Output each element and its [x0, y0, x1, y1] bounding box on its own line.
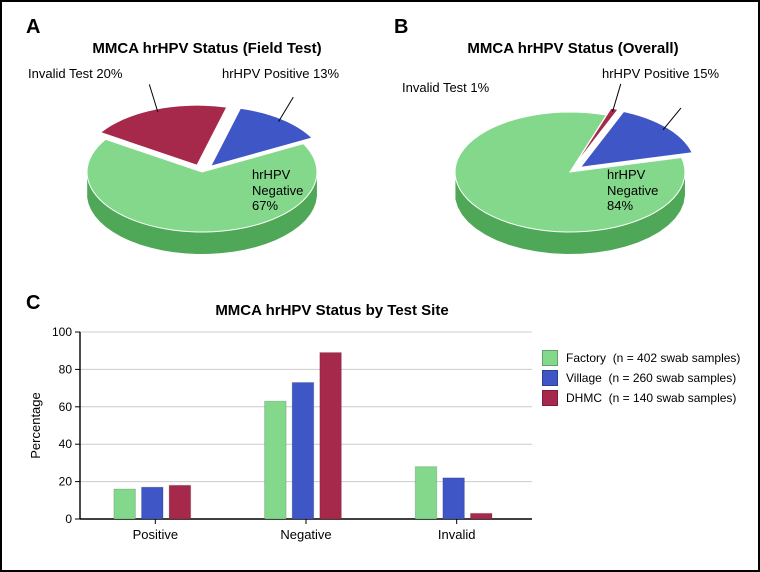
- svg-text:80: 80: [59, 362, 73, 376]
- svg-text:Invalid: Invalid: [438, 527, 476, 542]
- pie-a-label-negative: hrHPV Negative 67%: [252, 167, 303, 214]
- panel-b-title: MMCA hrHPV Status (Overall): [418, 40, 728, 57]
- bar-c-legend: Factory (n = 402 swab samples) Village (…: [542, 350, 740, 410]
- panel-c-label: C: [26, 292, 40, 315]
- legend-row-factory: Factory (n = 402 swab samples): [542, 350, 740, 366]
- panel-b-label: B: [394, 16, 408, 39]
- pie-b-label-negative: hrHPV Negative 84%: [607, 167, 658, 214]
- svg-text:20: 20: [59, 475, 73, 489]
- legend-label-village: Village (n = 260 swab samples): [566, 371, 736, 385]
- legend-row-dhmc: DHMC (n = 140 swab samples): [542, 390, 740, 406]
- svg-text:Percentage: Percentage: [28, 392, 43, 459]
- legend-label-dhmc: DHMC (n = 140 swab samples): [566, 391, 736, 405]
- legend-label-factory: Factory (n = 402 swab samples): [566, 351, 740, 365]
- figure-root: A MMCA hrHPV Status (Field Test) Invalid…: [0, 0, 760, 572]
- pie-a-holder: [42, 62, 362, 262]
- legend-swatch-factory: [542, 350, 558, 366]
- panel-a-title: MMCA hrHPV Status (Field Test): [52, 40, 362, 57]
- svg-text:0: 0: [65, 512, 72, 526]
- legend-row-village: Village (n = 260 swab samples): [542, 370, 740, 386]
- pie-a-label-invalid: Invalid Test 20%: [28, 66, 122, 82]
- pie-a-label-positive: hrHPV Positive 13%: [222, 66, 339, 82]
- svg-text:Positive: Positive: [133, 527, 179, 542]
- svg-text:100: 100: [52, 325, 72, 339]
- bar-c-holder: 0 20 40 60 80 100 Percentage Positive Negative In…: [22, 322, 542, 557]
- panel-a-label: A: [26, 16, 40, 39]
- pie-b-label-positive: hrHPV Positive 15%: [602, 66, 719, 82]
- legend-swatch-village: [542, 370, 558, 386]
- pie-a-svg: [42, 62, 362, 262]
- pie-b-label-invalid: Invalid Test 1%: [402, 80, 489, 96]
- svg-text:Negative: Negative: [280, 527, 331, 542]
- legend-swatch-dhmc: [542, 390, 558, 406]
- panel-c-title: MMCA hrHPV Status by Test Site: [152, 302, 512, 319]
- svg-text:40: 40: [59, 437, 73, 451]
- svg-text:60: 60: [59, 400, 73, 414]
- bar-c-svg: 0 20 40 60 80 100 Percentage Positive Negative In…: [22, 322, 542, 557]
